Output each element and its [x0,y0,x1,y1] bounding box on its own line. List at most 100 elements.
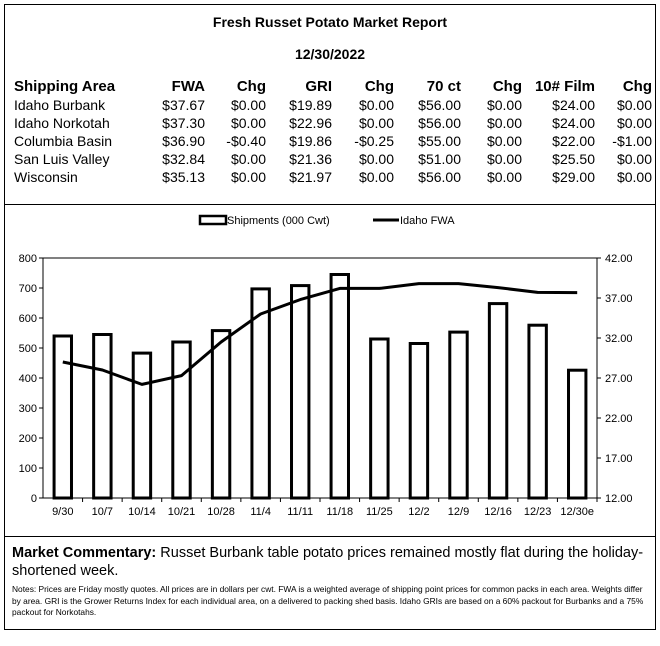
price-cell: $0.00 [358,151,394,167]
price-cell: $29.00 [552,169,595,185]
column-header: 10# Film [534,78,595,95]
category-label: 11/18 [326,506,353,518]
shipments-bar [487,302,509,500]
price-cell: $35.13 [162,169,205,185]
legend-shipments-label: Shipments (000 Cwt) [227,215,330,227]
shipments-bar [131,351,153,500]
price-cell: $0.00 [616,115,652,131]
shipments-fwa-chart: 0 100 200 300 400 500 600 700 800 12.00 17.00 22.00… [19,214,633,518]
shipments-bar [408,342,430,500]
price-cell: $0.00 [486,133,522,149]
right-tick-label: 22.00 [605,413,633,425]
category-label: 10/21 [168,506,196,518]
category-label: 12/9 [448,506,469,518]
column-header: FWA [171,78,205,95]
price-cell: $32.84 [162,151,205,167]
report-notes: Notes: Prices are Friday mostly quotes. … [12,584,644,617]
shipments-bar [52,334,73,500]
category-label: 10/28 [207,506,235,518]
price-cell: $56.00 [418,97,461,113]
price-cell: $0.00 [616,169,652,185]
shipping-area-cell: Idaho Norkotah [14,115,110,131]
price-cell: $0.00 [616,151,652,167]
category-label: 10/14 [128,506,156,518]
price-cell: -$0.40 [226,133,266,149]
column-header: 70 ct [426,78,461,95]
price-cell: $0.00 [616,97,652,113]
price-cell: $25.50 [552,151,595,167]
shipments-bar [171,340,192,500]
price-cell: $24.00 [552,115,595,131]
price-cell: $0.00 [486,115,522,131]
price-cell: $51.00 [418,151,461,167]
price-cell: $0.00 [486,97,522,113]
column-header: GRI [305,78,332,95]
column-header: Chg [492,78,522,95]
column-header: Chg [236,78,266,95]
price-cell: $0.00 [230,115,266,131]
price-cell: $55.00 [418,133,461,149]
price-cell: $19.86 [289,133,332,149]
commentary-text: Russet Burbank table potato prices remai… [12,545,644,579]
price-cell: $0.00 [486,151,522,167]
right-tick-label: 37.00 [605,293,633,305]
price-cell: $56.00 [418,169,461,185]
category-label: 12/16 [484,506,512,518]
commentary-label: Market Commentary: [12,545,157,561]
shipments-bar [210,329,232,500]
left-tick-label: 400 [19,373,37,385]
shipping-area-cell: San Luis Valley [14,151,110,167]
price-cell: $21.97 [289,169,332,185]
shipments-bar [527,323,548,500]
price-table: Shipping Area FWA Chg GRI Chg 70 ct Chg … [14,78,652,186]
category-label: 12/30e [560,506,594,518]
shipments-bar [369,337,390,500]
left-tick-label: 100 [19,463,37,475]
shipping-area-cell: Idaho Burbank [14,97,106,113]
table-header-row: Shipping Area FWA Chg GRI Chg 70 ct Chg … [14,78,652,96]
right-tick-label: 12.00 [605,493,633,505]
category-label: 11/25 [366,506,393,518]
price-cell: $21.36 [289,151,332,167]
shipments-bar [567,368,588,500]
price-cell: $37.67 [162,97,205,113]
left-tick-label: 500 [19,343,37,355]
category-label: 9/30 [52,506,73,518]
left-tick-label: 700 [19,283,37,295]
price-cell: $56.00 [418,115,461,131]
table-row: Wisconsin $35.13 $0.00 $21.97 $0.00 $56.00 $0.… [14,168,652,186]
category-label: 12/23 [524,506,552,518]
price-cell: -$1.00 [612,133,652,149]
price-cell: $37.30 [162,115,205,131]
right-tick-label: 42.00 [605,253,633,265]
price-cell: $0.00 [358,169,394,185]
price-cell: $19.89 [289,97,332,113]
category-label: 10/7 [92,506,113,518]
report-title: Fresh Russet Potato Market Report [212,14,448,30]
idaho-fwa-line [62,282,578,386]
category-label: 11/4 [250,506,271,518]
price-cell: $36.90 [162,133,205,149]
price-cell: $0.00 [486,169,522,185]
category-label: 12/2 [408,506,429,518]
shipping-area-cell: Wisconsin [14,169,78,185]
price-cell: $24.00 [552,97,595,113]
right-tick-label: 32.00 [605,333,633,345]
market-commentary: Market Commentary: Russet Burbank table … [12,544,648,580]
price-cell: $22.00 [552,133,595,149]
price-cell: $0.00 [230,151,266,167]
right-tick-label: 27.00 [605,373,633,385]
left-tick-label: 200 [19,433,37,445]
column-header: Chg [622,78,652,95]
table-row: Columbia Basin $36.90 -$0.40 $19.86 -$0.25 $5… [14,132,652,150]
shipments-bar [92,333,113,500]
price-cell: $0.00 [230,97,266,113]
left-tick-label: 600 [19,313,37,325]
report-date: 12/30/2022 [294,46,366,62]
shipments-bar [290,284,311,500]
table-row: Idaho Norkotah $37.30 $0.00 $22.96 $0.00 $56.… [14,114,652,132]
price-cell: $0.00 [230,169,266,185]
left-tick-label: 300 [19,403,37,415]
shipments-bar [329,273,350,500]
price-cell: $0.00 [358,97,394,113]
